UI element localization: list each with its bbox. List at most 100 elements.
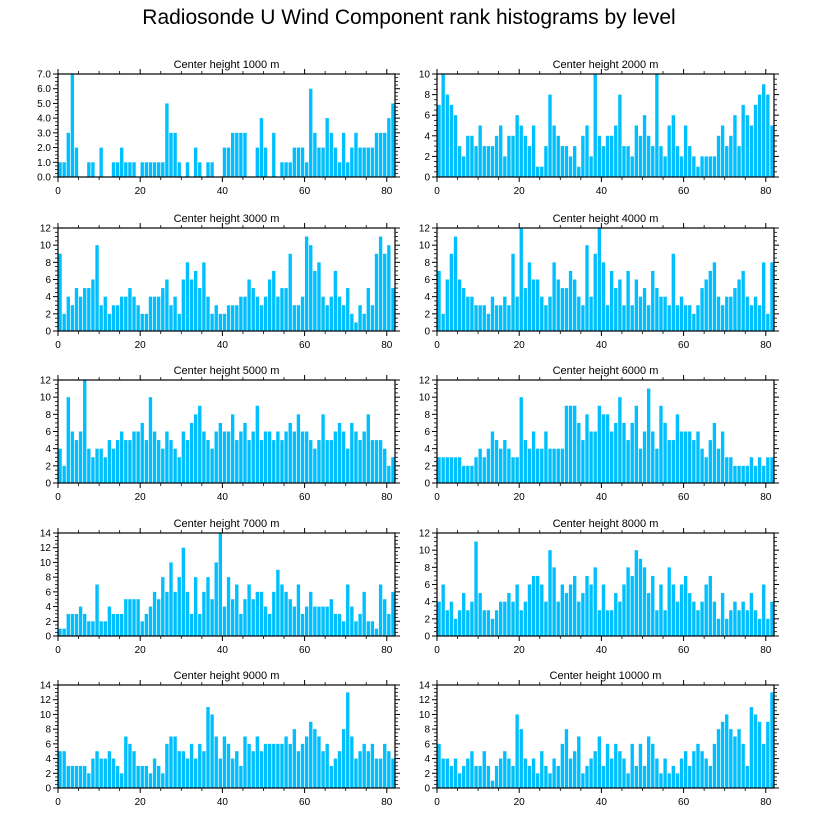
histogram-bar bbox=[511, 601, 515, 636]
histogram-bar bbox=[263, 296, 268, 331]
histogram-bar bbox=[630, 156, 634, 177]
histogram-bar bbox=[490, 618, 495, 636]
histogram-bar bbox=[634, 765, 639, 788]
histogram-bar bbox=[757, 94, 762, 177]
histogram-bar bbox=[564, 146, 569, 177]
histogram-bar bbox=[193, 414, 198, 483]
histogram-bar bbox=[214, 431, 218, 483]
histogram-bar bbox=[383, 743, 387, 788]
y-tick-label: 6 bbox=[45, 587, 51, 598]
histogram-bar bbox=[111, 448, 116, 483]
histogram-bar bbox=[651, 575, 655, 636]
histogram-bar bbox=[136, 765, 140, 788]
histogram-bar bbox=[74, 147, 79, 177]
histogram-bar bbox=[263, 606, 268, 636]
histogram-bar bbox=[370, 147, 375, 177]
histogram-bar bbox=[235, 440, 239, 483]
histogram-bar bbox=[515, 584, 519, 636]
histogram-bar bbox=[370, 743, 375, 788]
histogram-bar bbox=[700, 156, 704, 177]
histogram-bar bbox=[568, 584, 573, 636]
histogram-bar bbox=[74, 288, 79, 331]
histogram-bar bbox=[749, 305, 754, 331]
histogram-bar bbox=[148, 296, 153, 331]
histogram-bar bbox=[333, 431, 338, 483]
histogram-bar bbox=[503, 751, 507, 788]
histogram-bar bbox=[688, 593, 692, 636]
histogram-bar bbox=[239, 765, 243, 788]
histogram-bar bbox=[523, 288, 528, 331]
histogram-bar bbox=[725, 714, 729, 788]
histogram-bar bbox=[78, 296, 83, 331]
histogram-bar bbox=[527, 448, 532, 483]
histogram-bar bbox=[490, 780, 495, 788]
histogram-bar bbox=[350, 422, 354, 483]
histogram-bar bbox=[259, 751, 264, 788]
y-tick-label: 4 bbox=[45, 444, 51, 455]
histogram-bar bbox=[482, 457, 486, 483]
histogram-bar bbox=[103, 296, 107, 331]
histogram-bar bbox=[737, 465, 741, 483]
histogram-bar bbox=[218, 422, 223, 483]
histogram-bar bbox=[346, 162, 350, 177]
histogram-bar bbox=[247, 279, 251, 331]
histogram-bar bbox=[667, 567, 671, 636]
histogram-bar bbox=[337, 751, 342, 788]
histogram-bar bbox=[214, 562, 218, 636]
histogram-bar bbox=[712, 743, 717, 788]
histogram-bar bbox=[609, 610, 614, 636]
histogram-bar bbox=[362, 313, 366, 331]
histogram-bar bbox=[725, 146, 729, 177]
histogram-bar bbox=[152, 591, 157, 636]
histogram-bar bbox=[651, 270, 655, 331]
histogram-bar bbox=[486, 146, 491, 177]
histogram-bar bbox=[716, 135, 721, 177]
histogram-bar bbox=[544, 305, 548, 331]
y-tick-label: 4 bbox=[424, 444, 430, 455]
histogram-bar bbox=[445, 758, 449, 788]
histogram-bar bbox=[193, 758, 198, 788]
histogram-bar bbox=[605, 305, 610, 331]
histogram-bar bbox=[366, 288, 370, 331]
histogram-bar bbox=[144, 313, 149, 331]
histogram-bar bbox=[222, 313, 227, 331]
histogram-bar bbox=[304, 236, 309, 331]
histogram-bar bbox=[173, 448, 177, 483]
y-tick-label: 8 bbox=[424, 725, 430, 736]
histogram-bar bbox=[272, 440, 276, 483]
histogram-bar bbox=[177, 313, 181, 331]
histogram-bar bbox=[622, 584, 626, 636]
histogram-bar bbox=[120, 773, 124, 788]
histogram-bar bbox=[329, 765, 333, 788]
y-tick-label: 10 bbox=[419, 393, 431, 404]
histogram-bar bbox=[585, 575, 589, 636]
histogram-bar bbox=[169, 305, 173, 331]
histogram-bar bbox=[313, 729, 317, 788]
histogram-bar bbox=[564, 288, 569, 331]
histogram-bar bbox=[597, 736, 602, 788]
histogram-bar bbox=[136, 431, 140, 483]
histogram-bar bbox=[107, 440, 112, 483]
histogram-bar bbox=[437, 743, 441, 788]
histogram-bar bbox=[519, 228, 523, 331]
histogram-bar bbox=[462, 465, 466, 483]
histogram-bar bbox=[226, 577, 231, 636]
histogram-bar bbox=[642, 288, 647, 331]
histogram-bar bbox=[770, 601, 774, 636]
histogram-bar bbox=[470, 296, 474, 331]
histogram-bar bbox=[272, 743, 276, 788]
histogram-bar bbox=[708, 440, 712, 483]
histogram-bar bbox=[577, 736, 581, 788]
histogram-bar bbox=[614, 422, 618, 483]
histogram-bar bbox=[577, 601, 581, 636]
histogram-bar bbox=[325, 118, 329, 177]
x-tick-label: 80 bbox=[381, 645, 393, 656]
histogram-bar bbox=[247, 743, 251, 788]
x-tick-label: 0 bbox=[434, 186, 440, 197]
histogram-bar bbox=[688, 765, 692, 788]
histogram-bar bbox=[341, 621, 346, 636]
histogram-bar bbox=[503, 601, 507, 636]
panel-7: Center height 7000 m 0 2 4 6 8 10 12 14 0 20 40 60 80 bbox=[40, 518, 400, 656]
histogram-bar bbox=[185, 758, 190, 788]
